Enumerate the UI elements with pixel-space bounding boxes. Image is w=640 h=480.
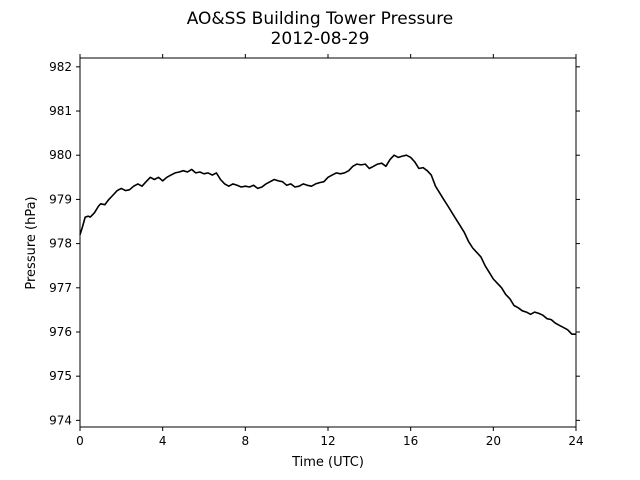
x-tick-label: 4 xyxy=(159,434,167,448)
plot-frame xyxy=(79,57,577,428)
y-tick-label: 980 xyxy=(49,148,72,162)
x-tick-label: 24 xyxy=(568,434,583,448)
pressure-series-line xyxy=(79,154,576,336)
x-tick-label: 20 xyxy=(486,434,501,448)
plot-area xyxy=(79,57,577,428)
axis-ticks: 0 4 8 12 16 20 24 974 975 976 977 978 979 980 981 982 xyxy=(49,54,584,448)
x-tick-label: 0 xyxy=(76,434,84,448)
y-tick-label: 979 xyxy=(49,192,72,206)
x-axis-label: Time (UTC) xyxy=(291,455,364,470)
y-tick-label: 974 xyxy=(49,413,72,427)
y-axis-label: Pressure (hPa) xyxy=(24,196,39,289)
x-tick-label: 12 xyxy=(320,434,335,448)
y-tick-label: 978 xyxy=(49,237,72,251)
y-tick-label: 981 xyxy=(49,104,72,118)
y-tick-label: 975 xyxy=(49,369,72,383)
chart-subtitle: 2012-08-29 xyxy=(270,29,370,49)
y-tick-label: 977 xyxy=(49,281,72,295)
x-tick-label: 8 xyxy=(242,434,250,448)
x-tick-label: 16 xyxy=(403,434,418,448)
y-tick-label: 976 xyxy=(49,325,72,339)
series-group xyxy=(79,154,576,336)
y-tick-label: 982 xyxy=(49,60,72,74)
chart-title: AO&SS Building Tower Pressure xyxy=(186,9,454,29)
